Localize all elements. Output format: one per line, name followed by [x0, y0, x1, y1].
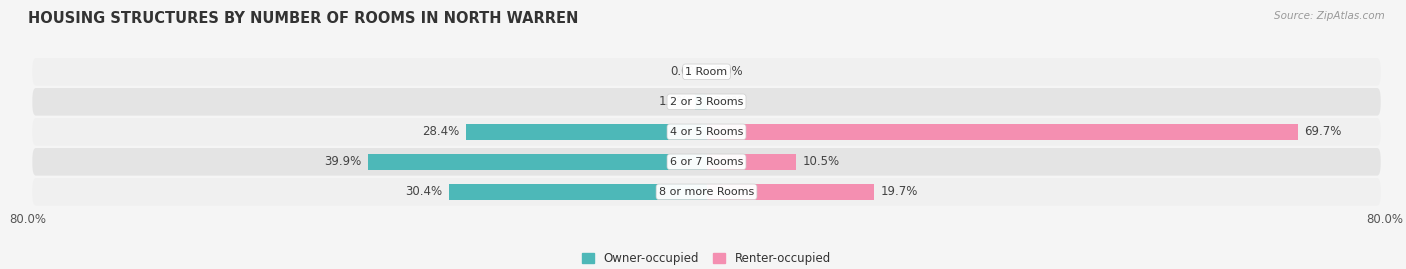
Text: 0.0%: 0.0%: [713, 95, 742, 108]
FancyBboxPatch shape: [32, 88, 1381, 116]
Bar: [465, 124, 707, 140]
Text: 39.9%: 39.9%: [325, 155, 361, 168]
FancyBboxPatch shape: [32, 178, 1381, 206]
Text: 19.7%: 19.7%: [880, 185, 918, 198]
FancyBboxPatch shape: [32, 118, 1381, 146]
Legend: Owner-occupied, Renter-occupied: Owner-occupied, Renter-occupied: [578, 247, 835, 269]
Text: 1.3%: 1.3%: [659, 95, 689, 108]
Bar: [707, 184, 873, 200]
Text: 0.0%: 0.0%: [713, 65, 742, 78]
Text: 30.4%: 30.4%: [405, 185, 441, 198]
Bar: [696, 94, 707, 109]
Text: 0.0%: 0.0%: [671, 65, 700, 78]
Text: Source: ZipAtlas.com: Source: ZipAtlas.com: [1274, 11, 1385, 21]
Text: 8 or more Rooms: 8 or more Rooms: [659, 187, 754, 197]
Bar: [707, 124, 1298, 140]
Text: 6 or 7 Rooms: 6 or 7 Rooms: [669, 157, 744, 167]
Text: 28.4%: 28.4%: [422, 125, 458, 138]
Text: 69.7%: 69.7%: [1305, 125, 1341, 138]
Bar: [707, 154, 796, 170]
Text: 1 Room: 1 Room: [686, 67, 727, 77]
Bar: [368, 154, 707, 170]
Text: 2 or 3 Rooms: 2 or 3 Rooms: [669, 97, 744, 107]
Text: 10.5%: 10.5%: [803, 155, 839, 168]
Text: 4 or 5 Rooms: 4 or 5 Rooms: [669, 127, 744, 137]
Bar: [449, 184, 707, 200]
FancyBboxPatch shape: [32, 58, 1381, 86]
FancyBboxPatch shape: [32, 148, 1381, 176]
Text: HOUSING STRUCTURES BY NUMBER OF ROOMS IN NORTH WARREN: HOUSING STRUCTURES BY NUMBER OF ROOMS IN…: [28, 11, 578, 26]
